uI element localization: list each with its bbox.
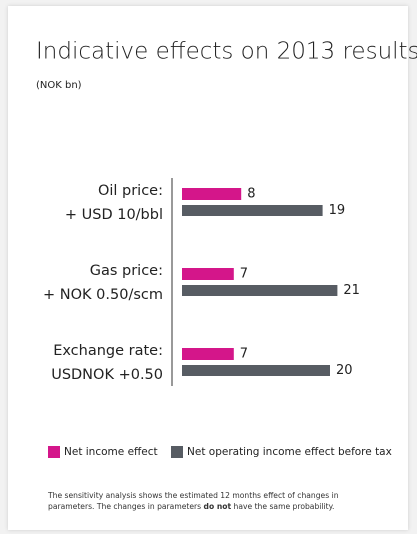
category-label: Exchange rate: — [53, 343, 163, 359]
category-label: + USD 10/bbl — [65, 207, 163, 223]
data-label: 21 — [343, 283, 360, 298]
category-label: + NOK 0.50/scm — [43, 287, 163, 303]
bar — [182, 348, 234, 360]
bar — [182, 285, 338, 296]
bar — [182, 188, 242, 200]
footnote: The sensitivity analysis shows the estim… — [48, 490, 378, 512]
bar — [182, 205, 323, 216]
bar — [182, 268, 234, 280]
category-label: Gas price: — [90, 263, 163, 279]
data-label: 8 — [247, 187, 255, 202]
category-label: USDNOK +0.50 — [51, 367, 163, 383]
chart-title: Indicative effects on 2013 results — [36, 39, 417, 65]
data-label: 7 — [240, 347, 248, 362]
data-label: 7 — [240, 267, 248, 282]
legend-label: Net operating income effect before tax — [187, 446, 392, 458]
footnote-text: The sensitivity analysis shows the estim… — [48, 491, 339, 511]
bar — [182, 365, 330, 376]
data-label: 19 — [329, 203, 346, 218]
chart-subtitle: (NOK bn) — [36, 80, 82, 91]
legend-swatch — [171, 446, 183, 458]
category-label: Oil price: — [98, 183, 163, 199]
footnote-bold: do not — [203, 502, 232, 511]
data-label: 20 — [336, 363, 353, 378]
legend-swatch — [48, 446, 60, 458]
footnote-text: have the same probability. — [233, 502, 335, 511]
legend-label: Net income effect — [64, 446, 158, 458]
